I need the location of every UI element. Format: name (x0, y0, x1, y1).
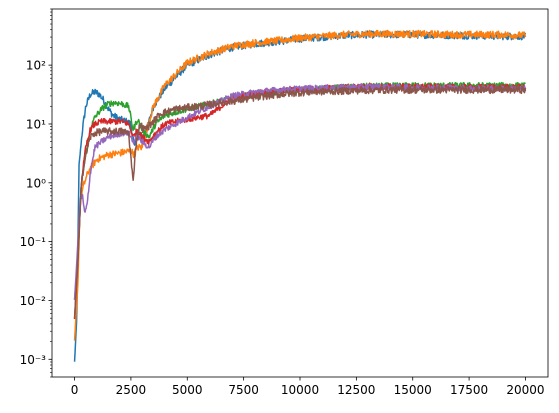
x-tick-label: 15000 (394, 383, 432, 397)
x-tick-label: 20000 (506, 383, 544, 397)
axes (51, 8, 549, 378)
y-tick-label: 10⁰ (26, 176, 46, 190)
x-tick-label: 10000 (281, 383, 319, 397)
y-tick-label: 10⁻² (20, 294, 47, 308)
y-tick-label: 10⁻¹ (20, 235, 47, 249)
y-tick-label: 10² (26, 59, 46, 73)
series-line-1 (73, 30, 527, 362)
y-tick-label: 10¹ (26, 117, 46, 131)
plot-frame (51, 8, 549, 378)
series-line-3 (73, 81, 526, 300)
x-tick-label: 7500 (228, 383, 259, 397)
y-tick-label: 10⁻³ (20, 353, 47, 367)
series-line-6 (73, 85, 527, 319)
x-tick-label: 0 (71, 383, 79, 397)
series-layer (73, 29, 527, 362)
x-tick-label: 12500 (337, 383, 375, 397)
x-tick-label: 17500 (450, 383, 488, 397)
series-line-5 (73, 83, 527, 300)
x-tick-label: 5000 (172, 383, 203, 397)
series-line-4 (73, 83, 527, 320)
ticks: 0 2500 5000 7500 10000 12500 15000 17500 20000 10… (20, 8, 545, 397)
x-tick-label: 2500 (116, 383, 147, 397)
series-line-2 (73, 29, 527, 341)
